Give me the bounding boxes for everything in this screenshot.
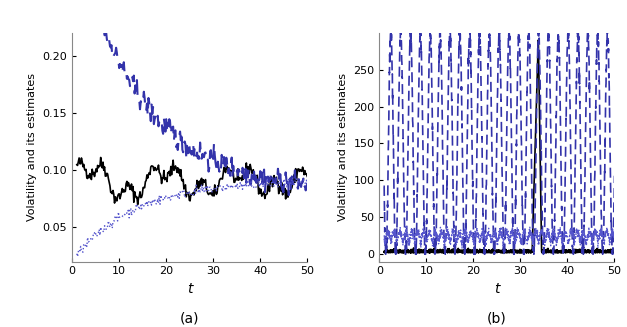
Text: (b): (b) <box>487 312 507 326</box>
Text: (a): (a) <box>180 312 199 326</box>
X-axis label: t: t <box>494 282 500 296</box>
Y-axis label: Volatility and its estimates: Volatility and its estimates <box>27 73 37 221</box>
Y-axis label: Volatility and its estimates: Volatility and its estimates <box>338 73 348 221</box>
X-axis label: t: t <box>187 282 192 296</box>
